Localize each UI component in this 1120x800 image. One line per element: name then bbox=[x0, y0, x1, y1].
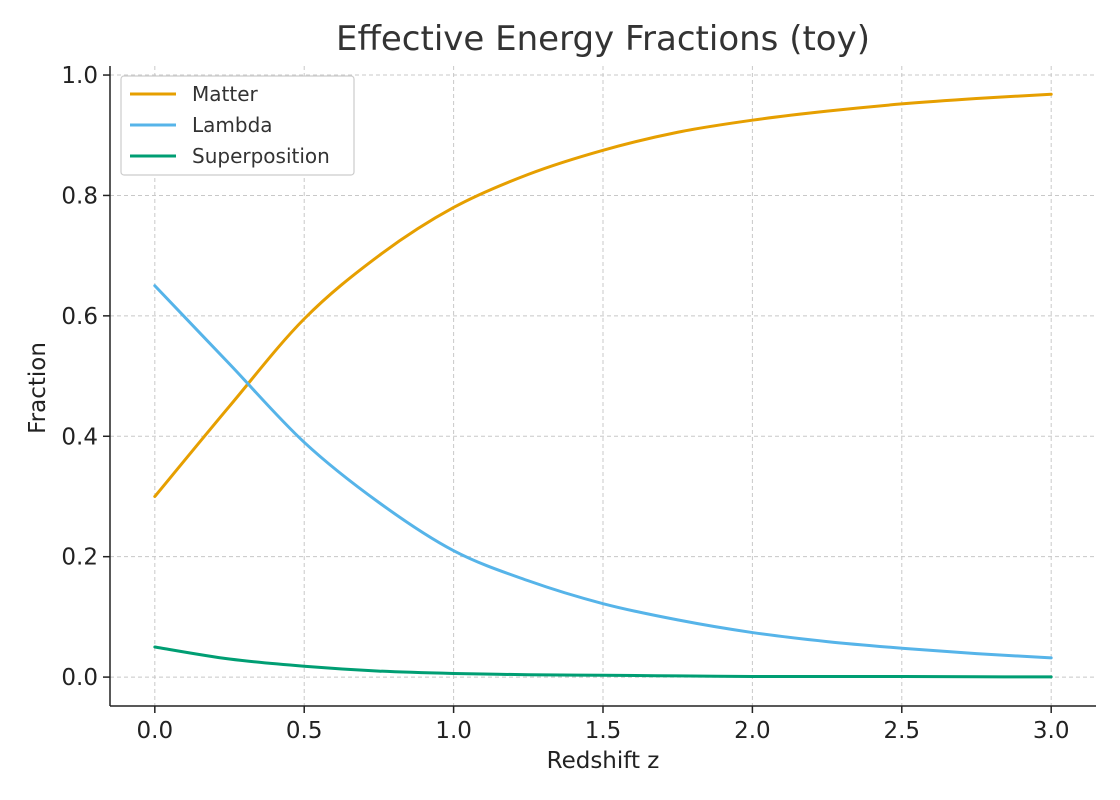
series-line-lambda bbox=[153, 284, 1053, 660]
legend-label-lambda: Lambda bbox=[192, 113, 273, 137]
series-lines bbox=[153, 92, 1053, 679]
y-tick-label: 1.0 bbox=[61, 63, 98, 89]
legend-label-matter: Matter bbox=[192, 82, 259, 106]
legend-label-superposition: Superposition bbox=[192, 144, 330, 168]
chart-title: Effective Energy Fractions (toy) bbox=[336, 19, 870, 59]
x-axis-label: Redshift z bbox=[547, 748, 660, 774]
legend-box bbox=[120, 75, 355, 176]
x-tick-label: 2.5 bbox=[883, 718, 920, 744]
x-tick-label: 0.0 bbox=[137, 718, 174, 744]
x-axis-ticks: 0.0 0.5 1.0 1.5 2.0 2.5 3.0 bbox=[137, 706, 1070, 744]
y-tick-label: 0.0 bbox=[61, 665, 98, 691]
y-axis-label: Fraction bbox=[25, 342, 51, 434]
x-tick-label: 0.5 bbox=[286, 718, 323, 744]
x-tick-label: 3.0 bbox=[1033, 718, 1070, 744]
y-tick-label: 0.2 bbox=[61, 545, 98, 571]
y-axis-ticks: 0.0 0.2 0.4 0.6 0.8 1.0 bbox=[61, 63, 110, 691]
x-tick-label: 2.0 bbox=[734, 718, 771, 744]
y-tick-label: 0.6 bbox=[61, 304, 98, 330]
y-tick-label: 0.8 bbox=[61, 183, 98, 209]
series-line-matter bbox=[153, 92, 1053, 498]
x-tick-label: 1.0 bbox=[435, 718, 472, 744]
series-line-superposition bbox=[153, 645, 1053, 679]
legend: Matter Lambda Superposition bbox=[120, 75, 355, 176]
x-tick-label: 1.5 bbox=[585, 718, 622, 744]
y-tick-label: 0.4 bbox=[61, 424, 98, 450]
